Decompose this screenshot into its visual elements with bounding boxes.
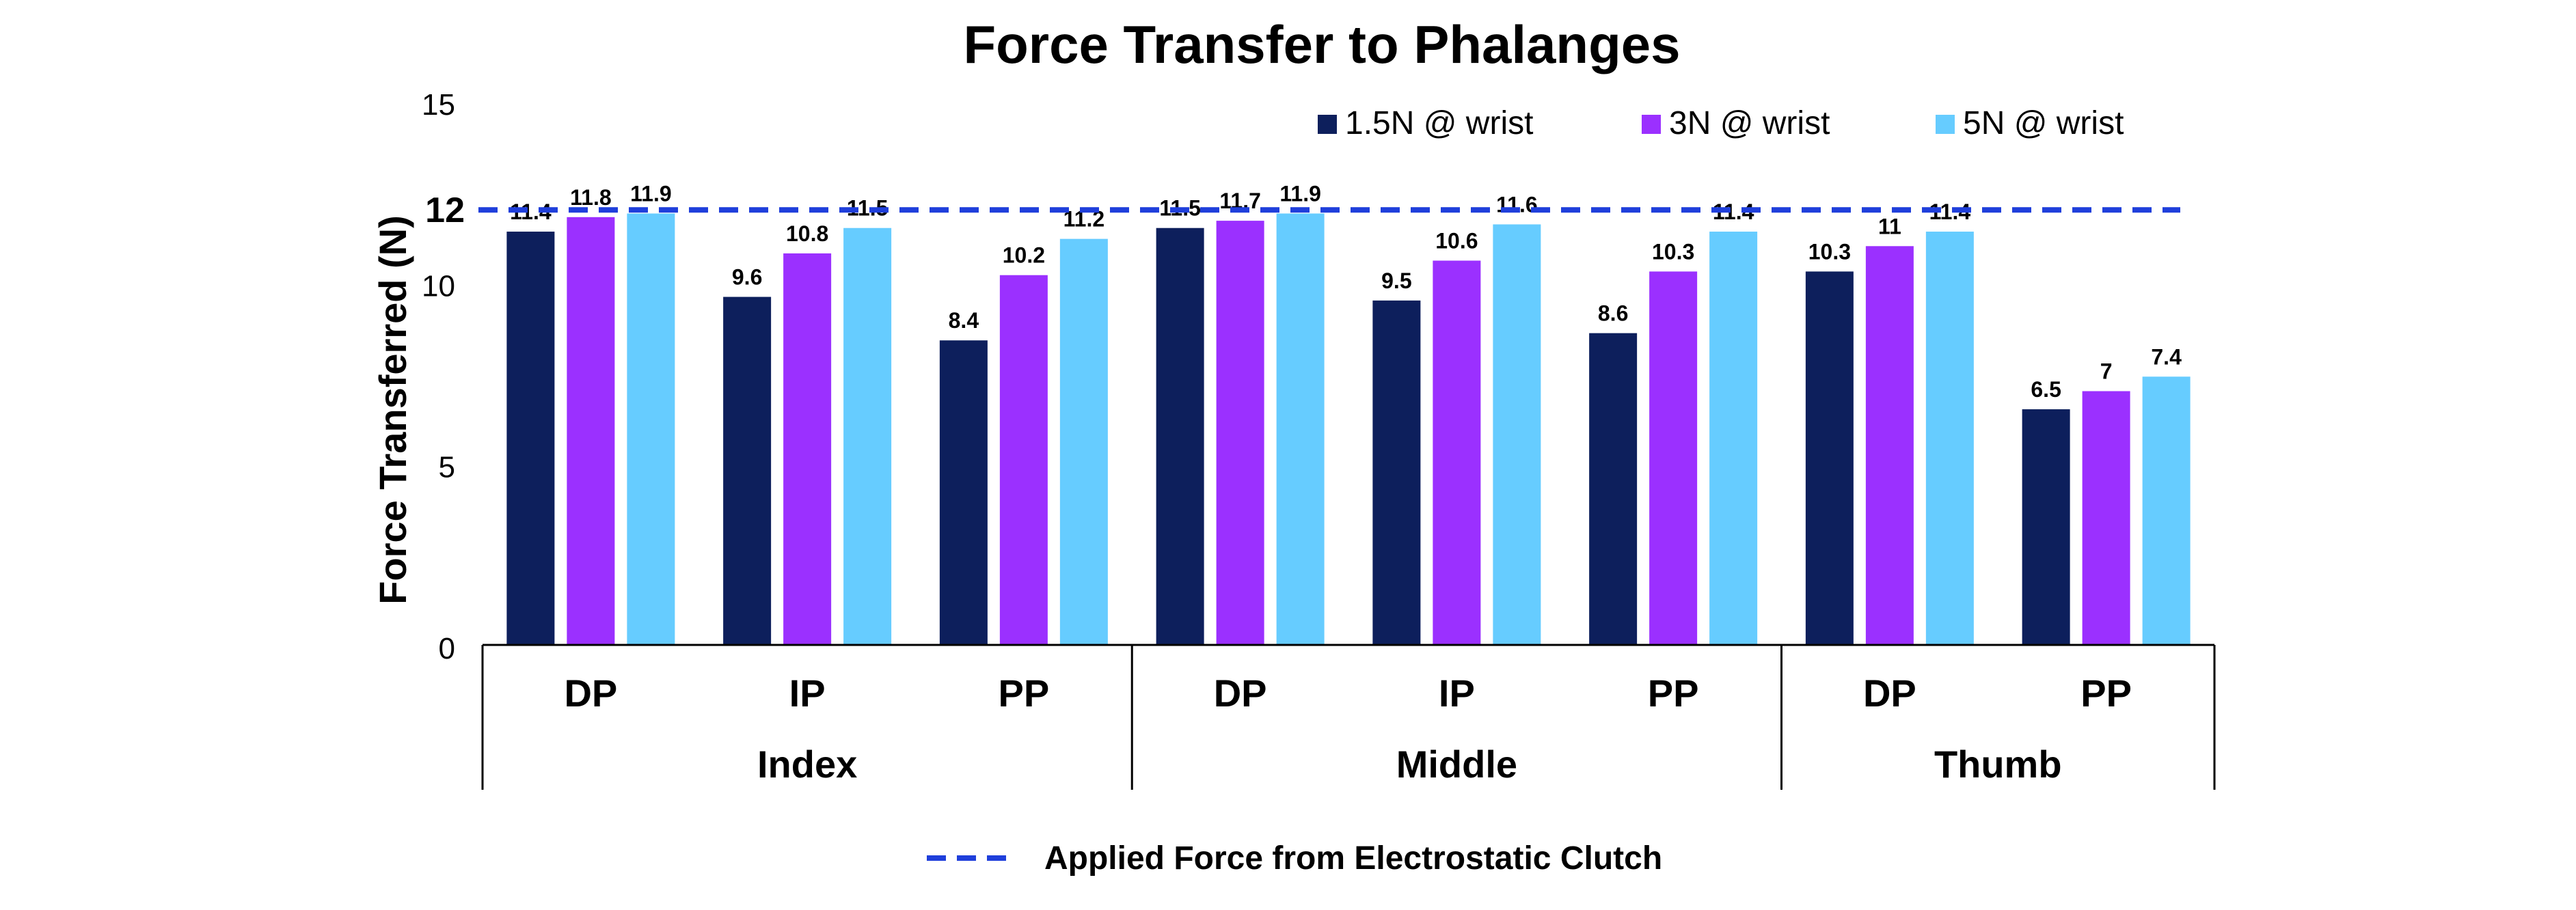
reference-line-group: 12: [425, 191, 2180, 230]
bar-data-label: 9.6: [732, 265, 762, 290]
bar-data-label: 10.2: [1003, 243, 1045, 268]
bars: [506, 213, 2191, 646]
category-label: PP: [999, 672, 1050, 715]
category-label: IP: [1439, 672, 1475, 715]
bar: [999, 275, 1048, 646]
y-axis-label: Force Transferred (N): [371, 215, 414, 605]
bar: [1156, 228, 1204, 645]
bar: [506, 232, 555, 645]
legend-swatch: [1936, 115, 1955, 134]
reference-legend: Applied Force from Electrostatic Clutch: [927, 840, 1662, 877]
chart-title: Force Transfer to Phalanges: [963, 14, 1680, 74]
bar-data-label: 11.8: [570, 185, 612, 210]
bar: [1276, 213, 1325, 645]
bar-data-label: 11.9: [1279, 182, 1321, 206]
bar-data-label: 11.9: [630, 182, 672, 206]
category-label: IP: [789, 672, 826, 715]
bar-data-label: 9.5: [1381, 268, 1411, 293]
bar: [843, 228, 892, 645]
category-labels: DP IP PP DP IP PP DP PP: [564, 672, 2132, 715]
category-label: DP: [1214, 672, 1267, 715]
category-label: DP: [564, 672, 617, 715]
bar: [1216, 221, 1264, 645]
bar-data-label: 10.3: [1652, 239, 1694, 264]
y-tick-label: 15: [422, 88, 455, 122]
bar-data-label: 10.6: [1435, 228, 1478, 253]
group-labels: Index Middle Thumb: [757, 743, 2062, 786]
category-label: PP: [2080, 672, 2132, 715]
bar-data-label: 6.5: [2031, 377, 2061, 402]
bar: [1649, 271, 1698, 645]
bar: [1709, 232, 1758, 645]
legend-label: 5N @ wrist: [1963, 105, 2124, 141]
bar: [1925, 232, 1974, 645]
bar: [567, 217, 615, 645]
bar: [939, 340, 988, 645]
group-label: Thumb: [1934, 743, 2062, 786]
bar-data-label: 11.6: [1496, 192, 1538, 217]
legend-swatch: [1642, 115, 1661, 134]
category-label: DP: [1863, 672, 1916, 715]
category-label: PP: [1648, 672, 1699, 715]
bar-data-label: 11: [1878, 214, 1901, 238]
legend-swatch: [1318, 115, 1337, 134]
group-label: Middle: [1396, 743, 1517, 786]
bar: [1865, 246, 1914, 645]
bar: [2082, 391, 2130, 645]
legend-label: 1.5N @ wrist: [1345, 105, 1533, 141]
bar: [2142, 376, 2191, 645]
bar: [1372, 300, 1421, 645]
y-tick-label: 0: [439, 632, 455, 665]
legend-label: 3N @ wrist: [1669, 105, 1830, 141]
bar-data-label: 8.6: [1598, 301, 1628, 326]
bar: [1433, 260, 1481, 645]
bar: [723, 297, 772, 645]
bar: [1059, 238, 1108, 645]
bar: [1589, 333, 1638, 645]
y-tick-label: 5: [439, 451, 455, 484]
bar: [2022, 409, 2070, 645]
bar-data-label: 10.8: [786, 221, 828, 246]
reference-legend-label: Applied Force from Electrostatic Clutch: [1044, 840, 1662, 877]
bar: [1493, 224, 1541, 646]
bar: [627, 213, 675, 645]
bar-data-label: 7: [2100, 359, 2113, 384]
y-axis-ticks: 0 5 10 15: [422, 88, 455, 665]
bar: [783, 253, 832, 645]
bar-data-label: 8.4: [949, 308, 979, 333]
group-label: Index: [757, 743, 857, 786]
axes: [481, 644, 2216, 790]
y-tick-label: 10: [422, 269, 455, 303]
bar-data-label: 7.4: [2151, 344, 2182, 369]
bar: [1805, 271, 1854, 645]
legend: 1.5N @ wrist 3N @ wrist 5N @ wrist: [1318, 105, 2124, 141]
bar-data-label: 10.3: [1808, 239, 1851, 264]
reference-line-label: 12: [425, 191, 465, 230]
